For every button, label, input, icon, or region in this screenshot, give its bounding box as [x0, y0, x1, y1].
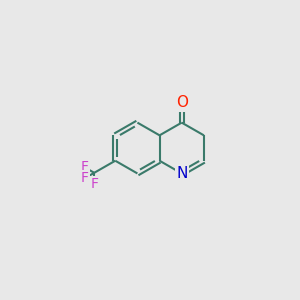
Text: F: F	[81, 160, 88, 174]
Text: F: F	[81, 171, 88, 185]
Text: O: O	[176, 95, 188, 110]
Text: F: F	[90, 177, 98, 191]
Text: N: N	[176, 166, 188, 181]
